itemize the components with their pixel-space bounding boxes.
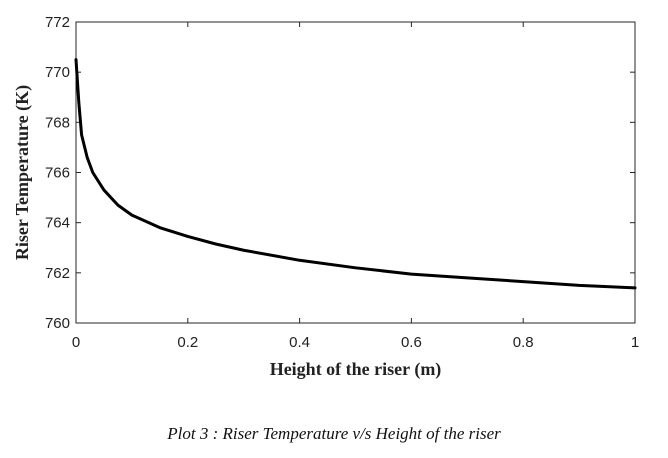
x-axis-title: Height of the riser (m) [270,359,442,380]
x-tick-label: 0 [72,334,80,351]
x-tick-label: 0.8 [513,334,534,351]
y-tick-label: 760 [45,315,70,332]
line-chart: 0 0.2 0.4 0.6 0.8 1 760 762 764 766 768 770 772 Heig… [12,14,639,380]
y-tick-label: 764 [45,215,70,232]
y-tick-label: 762 [45,265,70,282]
x-tick-label: 0.4 [289,334,310,351]
y-tick-label: 772 [45,14,70,31]
series-line [74,58,637,290]
series-layer [74,58,637,290]
y-axis-title: Riser Temperature (K) [12,85,33,260]
figure-caption: Plot 3 : Riser Temperature v/s Height of… [167,424,501,443]
x-tick-label: 0.2 [177,334,198,351]
x-tick-label: 0.6 [401,334,422,351]
plot-area [75,21,636,324]
x-tick-label: 1 [631,334,639,351]
y-tick-label: 768 [45,114,70,131]
y-tick-label: 770 [45,64,70,81]
ticks-layer: 0 0.2 0.4 0.6 0.8 1 760 762 764 766 768 770 772 [45,14,639,351]
y-tick-label: 766 [45,165,70,182]
